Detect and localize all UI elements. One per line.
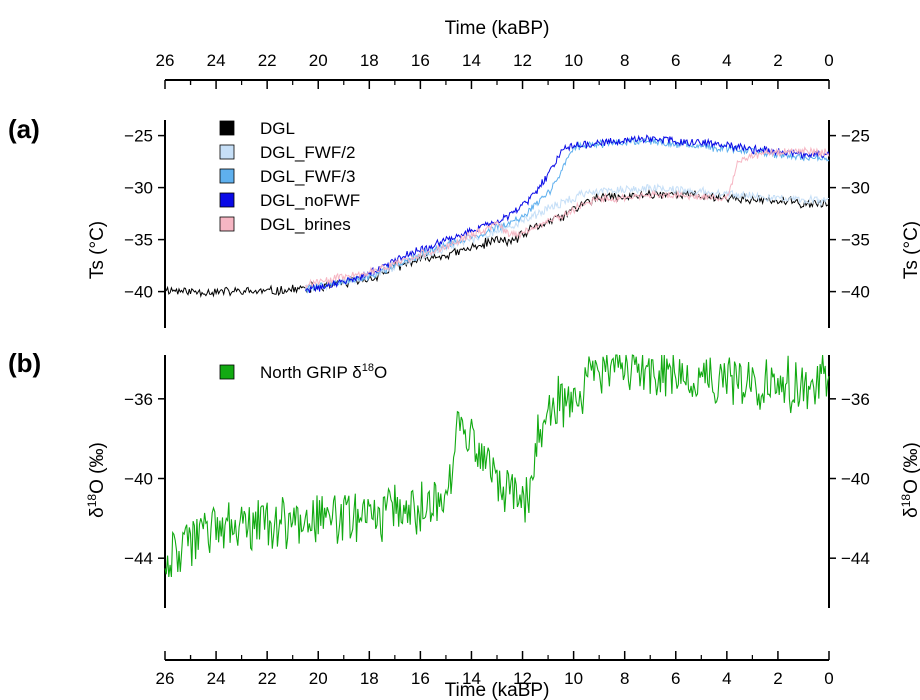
legend-label-north-grip: North GRIP δ18O [260, 362, 387, 382]
legend-swatch-dgl-brines [219, 216, 235, 232]
panel-a-y-right-tick-label: −30 [841, 179, 870, 198]
series-line-north-grip [164, 354, 830, 578]
panel-b-legend: North GRIP δ18O [219, 362, 387, 382]
top-axis-tick-label: 20 [309, 51, 328, 70]
bottom-axis-tick-label: 16 [411, 669, 430, 688]
series-line-dgl-fwf-3 [305, 136, 830, 294]
legend-label-dgl-fwf-2: DGL_FWF/2 [260, 143, 355, 162]
series-line-dgl-brines [305, 146, 830, 289]
panel-a-legend: DGL DGL_FWF/2 DGL_FWF/3 DGL_noFWF DGL_brines [219, 119, 360, 234]
legend-label-dgl-fwf-3: DGL_FWF/3 [260, 167, 355, 186]
top-axis-tick-label: 2 [773, 51, 782, 70]
panel-b-y-right-tick-label: −36 [841, 390, 870, 409]
panel-a-y-left-tick-label: −40 [124, 283, 153, 302]
legend-swatch-north-grip [219, 364, 235, 380]
top-axis-tick-label: 24 [207, 51, 226, 70]
top-axis-tick-label: 4 [722, 51, 731, 70]
bottom-axis-tick-label: 14 [462, 669, 481, 688]
panel-b-y-right-tick-label: −44 [841, 549, 870, 568]
top-time-axis: Time (kaBP) 26 24 22 20 18 16 14 12 10 8 6 4 2 0 [156, 18, 834, 89]
series-line-dgl-fwf-2 [305, 183, 830, 292]
bottom-axis-tick-label: 18 [360, 669, 379, 688]
panel-b: (b) −36 −36 −40 −40 −44 −44 δ18O (‰) δ18O (‰)… [8, 348, 920, 608]
top-axis-tick-label: 0 [824, 51, 833, 70]
legend-swatch-dgl [219, 120, 235, 136]
panel-b-ylabel-left: δ18O (‰) [85, 442, 108, 518]
panel-a-ylabel-left: Ts (°C) [87, 221, 108, 279]
panel-b-ylabel-right: δ18O (‰) [899, 442, 920, 518]
top-axis-tick-label: 18 [360, 51, 379, 70]
top-axis-tick-label: 16 [411, 51, 430, 70]
series-line-dgl-nofwf [305, 134, 830, 293]
top-axis-title: Time (kaBP) [445, 18, 550, 39]
legend-label-dgl-nofwf: DGL_noFWF [260, 191, 360, 210]
top-axis-tick-label: 14 [462, 51, 481, 70]
panel-a-y-right-tick-label: −35 [841, 231, 870, 250]
series-line-dgl [164, 188, 830, 299]
panel-a-y-ticks: −25 −25 −30 −30 −35 −35 −40 −40 [124, 127, 870, 302]
bottom-axis-tick-label: 12 [513, 669, 532, 688]
panel-a: (a) −25 −25 −30 −30 −35 −35 −40 −40 Ts (°C) Ts … [8, 114, 920, 328]
legend-swatch-dgl-fwf-2 [219, 144, 235, 160]
legend-label-dgl: DGL [260, 119, 295, 138]
panel-a-y-left-tick-label: −35 [124, 231, 153, 250]
panel-b-label: (b) [8, 348, 41, 378]
top-axis-tick-label: 8 [620, 51, 629, 70]
bottom-axis-tick-label: 4 [722, 669, 731, 688]
panel-a-series [164, 134, 830, 299]
panel-a-y-left-tick-label: −30 [124, 179, 153, 198]
panel-a-y-right-tick-label: −40 [841, 283, 870, 302]
top-axis-tick-label: 26 [156, 51, 175, 70]
panel-a-ylabel-right: Ts (°C) [901, 221, 920, 279]
bottom-axis-tick-label: 0 [824, 669, 833, 688]
top-axis-tick-label: 10 [564, 51, 583, 70]
panel-a-label: (a) [8, 114, 40, 144]
panel-b-y-left-tick-label: −40 [124, 470, 153, 489]
legend-swatch-dgl-nofwf [219, 192, 235, 208]
bottom-axis-tick-label: 6 [671, 669, 680, 688]
bottom-axis-tick-label: 10 [564, 669, 583, 688]
bottom-axis-tick-label: 26 [156, 669, 175, 688]
top-axis-ticks: 26 24 22 20 18 16 14 12 10 8 6 4 2 0 [156, 51, 834, 89]
panel-b-series [164, 354, 830, 578]
panel-a-y-left-tick-label: −25 [124, 127, 153, 146]
bottom-axis-tick-label: 22 [258, 669, 277, 688]
top-axis-tick-label: 6 [671, 51, 680, 70]
bottom-axis-tick-label: 2 [773, 669, 782, 688]
panel-b-y-left-tick-label: −44 [124, 549, 153, 568]
bottom-axis-tick-label: 8 [620, 669, 629, 688]
legend-swatch-dgl-fwf-3 [219, 168, 235, 184]
panel-b-y-right-tick-label: −40 [841, 470, 870, 489]
legend-label-dgl-brines: DGL_brines [260, 215, 351, 234]
bottom-axis-tick-label: 24 [207, 669, 226, 688]
bottom-axis-title: Time (kaBP) [445, 680, 550, 700]
top-axis-tick-label: 22 [258, 51, 277, 70]
bottom-axis-ticks: 26 24 22 20 18 16 14 12 10 8 6 4 2 0 [156, 651, 834, 688]
bottom-time-axis: 26 24 22 20 18 16 14 12 10 8 6 4 2 0 Time (kaBP) [156, 651, 834, 700]
top-axis-tick-label: 12 [513, 51, 532, 70]
panel-b-y-left-tick-label: −36 [124, 390, 153, 409]
panel-a-y-right-tick-label: −25 [841, 127, 870, 146]
bottom-axis-tick-label: 20 [309, 669, 328, 688]
panel-b-y-ticks: −36 −36 −40 −40 −44 −44 [124, 390, 870, 568]
